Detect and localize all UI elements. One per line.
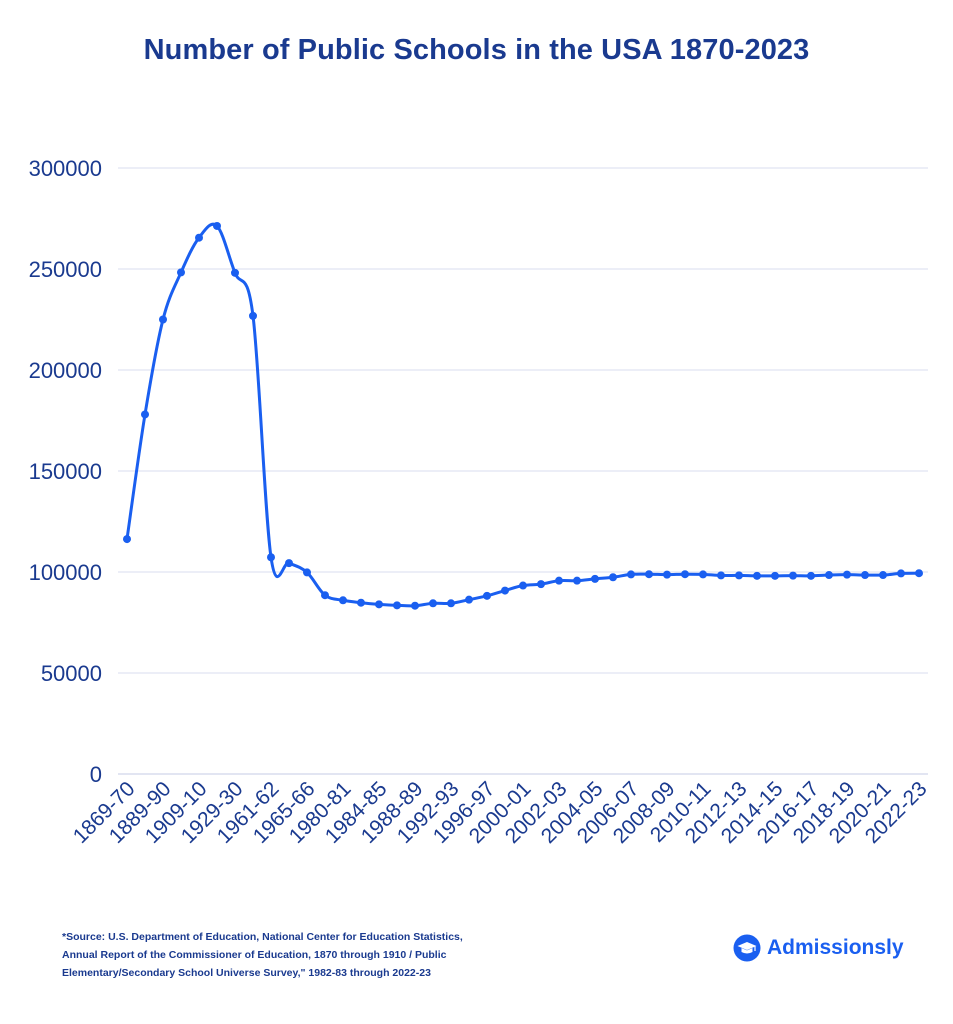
data-point bbox=[825, 571, 833, 580]
data-point bbox=[429, 599, 437, 608]
data-point bbox=[483, 591, 491, 600]
data-point bbox=[249, 311, 257, 320]
data-point bbox=[411, 601, 419, 610]
data-point bbox=[213, 221, 221, 230]
data-point bbox=[177, 268, 185, 277]
series-points bbox=[123, 221, 923, 610]
data-point bbox=[519, 581, 527, 590]
data-point bbox=[231, 268, 239, 277]
data-point bbox=[699, 570, 707, 579]
data-point bbox=[555, 576, 563, 585]
data-point bbox=[807, 571, 815, 580]
data-point bbox=[753, 571, 761, 580]
data-point bbox=[393, 601, 401, 610]
data-point bbox=[537, 580, 545, 589]
y-axis-ticks: 0 50000 100000 150000 200000 250000 300000 bbox=[29, 156, 102, 787]
data-point bbox=[465, 595, 473, 604]
data-point bbox=[303, 568, 311, 577]
chart-title: Number of Public Schools in the USA 1870… bbox=[143, 34, 810, 66]
grid-lines bbox=[118, 167, 928, 775]
data-point bbox=[501, 586, 509, 595]
source-note: *Source: U.S. Department of Education, N… bbox=[62, 928, 532, 982]
data-point bbox=[141, 410, 149, 419]
y-tick-label: 150000 bbox=[29, 459, 102, 484]
data-point bbox=[267, 553, 275, 562]
data-point bbox=[879, 571, 887, 580]
data-point bbox=[735, 571, 743, 580]
data-point bbox=[339, 596, 347, 605]
data-point bbox=[789, 571, 797, 580]
data-point bbox=[375, 600, 383, 609]
y-tick-label: 0 bbox=[90, 762, 102, 787]
data-point bbox=[195, 233, 203, 242]
brand-logo: Admissionsly bbox=[733, 934, 904, 962]
data-point bbox=[861, 571, 869, 580]
y-tick-label: 300000 bbox=[29, 156, 102, 181]
series-line bbox=[125, 222, 920, 608]
data-point bbox=[357, 598, 365, 607]
data-point bbox=[123, 535, 131, 544]
x-axis-ticks: 1869-701889-901909-101929-301961-621965-… bbox=[69, 777, 932, 848]
data-point bbox=[591, 574, 599, 583]
line-chart: 0 50000 100000 150000 200000 250000 300000 186… bbox=[29, 156, 932, 848]
data-point bbox=[681, 570, 689, 579]
source-line: Elementary/Secondary School Universe Sur… bbox=[62, 967, 431, 979]
series-line-path bbox=[125, 222, 920, 608]
data-point bbox=[159, 315, 167, 324]
data-point bbox=[843, 570, 851, 579]
brand-name: Admissionsly bbox=[767, 936, 904, 959]
y-tick-label: 250000 bbox=[29, 257, 102, 282]
data-point bbox=[645, 570, 653, 579]
source-line: *Source: U.S. Department of Education, N… bbox=[62, 931, 463, 943]
data-point bbox=[285, 559, 293, 568]
data-point bbox=[717, 571, 725, 580]
data-point bbox=[771, 571, 779, 580]
data-point bbox=[609, 573, 617, 582]
y-tick-label: 50000 bbox=[41, 661, 102, 686]
data-point bbox=[321, 591, 329, 600]
source-line: Annual Report of the Commissioner of Edu… bbox=[62, 949, 447, 961]
data-point bbox=[663, 570, 671, 579]
y-tick-label: 100000 bbox=[29, 560, 102, 585]
data-point bbox=[915, 569, 923, 578]
data-point bbox=[897, 569, 905, 578]
data-point bbox=[447, 599, 455, 608]
graduation-cap-icon bbox=[733, 934, 761, 962]
data-point bbox=[573, 576, 581, 585]
data-point bbox=[627, 570, 635, 579]
y-tick-label: 200000 bbox=[29, 358, 102, 383]
